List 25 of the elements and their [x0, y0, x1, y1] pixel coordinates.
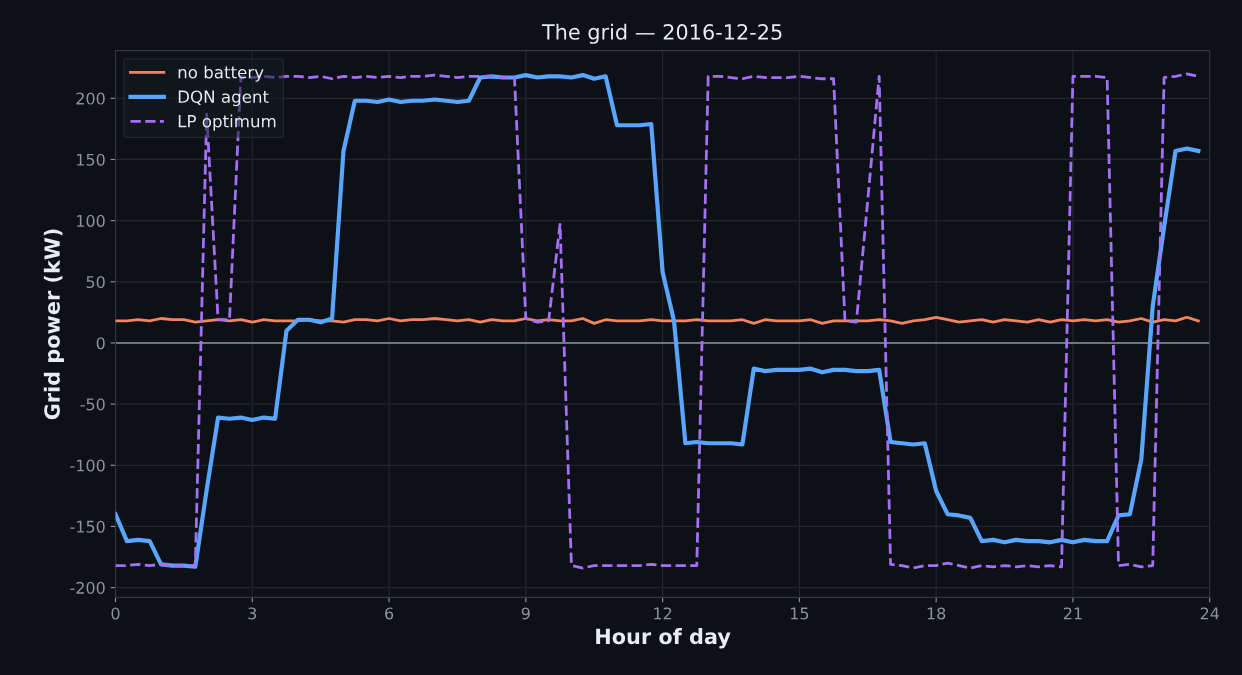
y-tick-label: -200: [70, 581, 105, 594]
x-tick-label: 3: [248, 607, 257, 620]
x-tick-label: 12: [654, 607, 672, 620]
y-tick-label: 200: [76, 92, 105, 105]
y-axis-title: Grid power (kW): [43, 229, 64, 420]
x-tick-label: 6: [385, 607, 394, 620]
line-series: [115, 315, 1200, 325]
x-axis-title: Hour of day: [596, 628, 731, 649]
legend-label: LP optimum: [178, 114, 276, 131]
legend-label: DQN agent: [178, 90, 269, 107]
y-tick-label: -50: [80, 398, 105, 411]
x-tick-label: 0: [111, 607, 120, 620]
y-tick-label: 0: [96, 337, 105, 350]
legend-label: no battery: [178, 65, 264, 82]
y-tick-label: -100: [70, 459, 105, 472]
x-tick-label: 24: [1200, 607, 1219, 620]
x-tick-label: 15: [790, 607, 809, 620]
x-tick-label: 18: [927, 607, 946, 620]
y-tick-label: -150: [70, 520, 105, 533]
chart-title: The grid — 2016-12-25: [541, 23, 782, 44]
y-tick-label: 100: [77, 214, 105, 227]
y-tick-label: 50: [86, 276, 105, 289]
x-tick-label: 9: [521, 607, 530, 620]
y-tick-label: 150: [77, 153, 105, 166]
x-tick-label: 21: [1063, 607, 1082, 620]
